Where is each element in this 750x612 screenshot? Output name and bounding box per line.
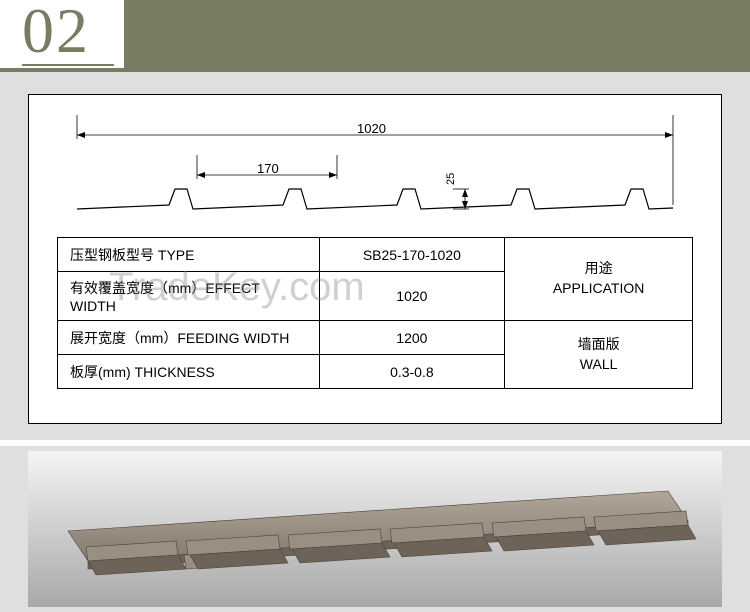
table-row: 压型钢板型号 TYPE SB25-170-1020 用途 APPLICATION bbox=[58, 238, 693, 272]
spec-value: 1200 bbox=[319, 321, 505, 355]
spec-label: 展开宽度（mm）FEEDING WIDTH bbox=[58, 321, 320, 355]
dim-pitch: 170 bbox=[257, 161, 279, 176]
profile-diagram: 1020 170 25 bbox=[57, 105, 693, 237]
spec-value: 1020 bbox=[319, 272, 505, 321]
sheet-render-svg bbox=[28, 451, 722, 607]
dim-total-width: 1020 bbox=[357, 121, 386, 136]
spec-label: 板厚(mm) THICKNESS bbox=[58, 355, 320, 389]
spec-value: 0.3-0.8 bbox=[319, 355, 505, 389]
application-header: 用途 APPLICATION bbox=[505, 238, 693, 321]
app-title-en: APPLICATION bbox=[553, 280, 645, 296]
section-number: 02 bbox=[22, 0, 90, 68]
application-value: 墙面版 WALL bbox=[505, 321, 693, 389]
app-title-cn: 用途 bbox=[585, 260, 613, 276]
dim-height: 25 bbox=[445, 173, 457, 185]
technical-drawing-box: 1020 170 25 压型钢板型号 TYPE SB25-170-1020 用途… bbox=[28, 94, 722, 424]
technical-drawing-panel: 1020 170 25 压型钢板型号 TYPE SB25-170-1020 用途… bbox=[0, 78, 750, 440]
table-row: 展开宽度（mm）FEEDING WIDTH 1200 墙面版 WALL bbox=[58, 321, 693, 355]
app-value-cn: 墙面版 bbox=[578, 336, 620, 352]
section-header: 02 bbox=[0, 0, 750, 78]
render-panel bbox=[0, 446, 750, 612]
spec-table: 压型钢板型号 TYPE SB25-170-1020 用途 APPLICATION… bbox=[57, 237, 693, 389]
header-underline bbox=[22, 64, 114, 66]
app-value-en: WALL bbox=[580, 356, 618, 372]
header-bottom-strip bbox=[0, 72, 750, 78]
spec-label: 压型钢板型号 TYPE bbox=[58, 238, 320, 272]
render-box bbox=[28, 451, 722, 607]
spec-label: 有效覆盖宽度（mm）EFFECT WIDTH bbox=[58, 272, 320, 321]
spec-value: SB25-170-1020 bbox=[319, 238, 505, 272]
